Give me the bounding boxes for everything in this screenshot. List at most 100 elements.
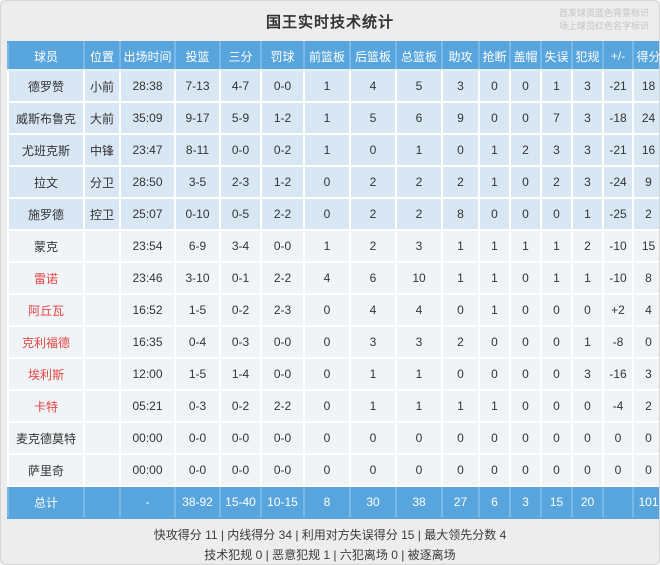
page-title: 国王实时技术统计 [265, 13, 394, 31]
stat-cell-drb: 4 [349, 293, 397, 327]
stat-cell-min: 23:46 [119, 261, 176, 295]
stat-cell-to: 1 [540, 261, 573, 295]
stat-cell-stl: 0 [478, 101, 511, 135]
stat-cell-stl: 1 [478, 293, 511, 327]
stat-cell-to: 1 [540, 229, 573, 263]
stat-cell-trb: 1 [395, 133, 443, 167]
column-header: 抢断 [478, 41, 511, 71]
stat-cell-ft: 0-0 [260, 229, 305, 263]
stat-cell-pos: 控卫 [83, 197, 121, 231]
total-cell-trb: 38 [395, 485, 443, 519]
player-name-cell: 卡特 [7, 389, 85, 423]
player-name-cell: 威斯布鲁克 [7, 101, 85, 135]
player-name-cell: 麦克德莫特 [7, 421, 85, 455]
stat-cell-pm: -21 [602, 133, 634, 167]
total-cell-to: 15 [540, 485, 573, 519]
column-header: 三分 [219, 41, 262, 71]
stat-cell-fg: 1-5 [174, 293, 221, 327]
stat-cell-tp: 0-5 [219, 197, 262, 231]
stat-cell-orb: 0 [303, 293, 351, 327]
player-name-cell: 埃利斯 [7, 357, 85, 391]
stat-cell-tp: 0-0 [219, 453, 262, 487]
stat-cell-ast: 1 [441, 261, 480, 295]
table-row: 威斯布鲁克 大前 35:09 9-17 5-9 1-2 1 5 6 9 0 0 7 3 -18 24 [7, 101, 659, 135]
stat-cell-blk: 0 [509, 293, 542, 327]
stat-cell-fg: 6-9 [174, 229, 221, 263]
total-cell-pts: 101 [632, 485, 659, 519]
column-header: 位置 [83, 41, 121, 71]
stat-cell-tp: 0-0 [219, 133, 262, 167]
stat-cell-pts: 0 [632, 325, 659, 359]
stat-cell-trb: 0 [395, 421, 443, 455]
table-row: 卡特 05:21 0-3 0-2 2-2 0 1 1 1 1 0 0 0 -4 2 [7, 389, 659, 423]
stat-cell-pm: 0 [602, 453, 634, 487]
stat-cell-pf: 0 [571, 421, 604, 455]
stat-cell-blk: 0 [509, 453, 542, 487]
total-cell-fg: 38-92 [174, 485, 221, 519]
column-header: 得分 [632, 41, 659, 71]
stat-cell-pos [83, 453, 121, 487]
stat-cell-drb: 6 [349, 261, 397, 295]
player-name-cell: 雷诺 [7, 261, 85, 295]
column-header: +/- [602, 41, 634, 71]
stat-cell-trb: 0 [395, 453, 443, 487]
stat-cell-ft: 0-0 [260, 421, 305, 455]
table-row: 埃利斯 12:00 1-5 1-4 0-0 0 1 1 0 0 0 0 3 -16 3 [7, 357, 659, 391]
stat-cell-fg: 9-17 [174, 101, 221, 135]
stat-cell-ft: 2-3 [260, 293, 305, 327]
stat-cell-ft: 0-0 [260, 325, 305, 359]
stat-cell-pts: 2 [632, 389, 659, 423]
table-row: 麦克德莫特 00:00 0-0 0-0 0-0 0 0 0 0 0 0 0 0 0 0 [7, 421, 659, 455]
stat-cell-pos [83, 389, 121, 423]
stat-cell-pts: 16 [632, 133, 659, 167]
stat-cell-to: 0 [540, 293, 573, 327]
stat-cell-trb: 1 [395, 357, 443, 391]
stat-cell-orb: 4 [303, 261, 351, 295]
total-cell-name: 总计 [7, 485, 85, 519]
stat-cell-stl: 0 [478, 421, 511, 455]
stat-cell-min: 12:00 [119, 357, 176, 391]
stat-cell-drb: 4 [349, 69, 397, 103]
stat-cell-orb: 0 [303, 453, 351, 487]
stat-cell-blk: 0 [509, 421, 542, 455]
table-row: 克利福德 16:35 0-4 0-3 0-0 0 3 3 2 0 0 0 1 -8 0 [7, 325, 659, 359]
column-header: 后篮板 [349, 41, 397, 71]
table-row: 尤班克斯 中锋 23:47 8-11 0-0 0-2 1 0 1 0 1 2 3 3 -21 16 [7, 133, 659, 167]
stat-cell-tp: 3-4 [219, 229, 262, 263]
stat-cell-blk: 0 [509, 165, 542, 199]
stat-cell-stl: 1 [478, 389, 511, 423]
stat-cell-tp: 4-7 [219, 69, 262, 103]
title-bar: 国王实时技术统计 首发球员蓝色背景标识 场上球员红色名字标识 [1, 1, 659, 41]
stat-cell-fg: 1-5 [174, 357, 221, 391]
stat-cell-ast: 2 [441, 325, 480, 359]
stat-cell-to: 7 [540, 101, 573, 135]
stat-cell-pf: 1 [571, 197, 604, 231]
table-row: 拉文 分卫 28:50 3-5 2-3 1-2 0 2 2 2 1 0 2 3 -24 9 [7, 165, 659, 199]
stat-cell-pf: 0 [571, 293, 604, 327]
column-header: 总篮板 [395, 41, 443, 71]
stat-cell-pos [83, 325, 121, 359]
stat-cell-ast: 8 [441, 197, 480, 231]
stat-cell-ft: 1-2 [260, 165, 305, 199]
stat-cell-ast: 0 [441, 293, 480, 327]
stat-cell-pts: 4 [632, 293, 659, 327]
stat-cell-to: 0 [540, 453, 573, 487]
stat-cell-blk: 2 [509, 133, 542, 167]
stat-cell-min: 16:35 [119, 325, 176, 359]
stat-cell-pts: 3 [632, 357, 659, 391]
stat-cell-pts: 2 [632, 197, 659, 231]
stat-cell-blk: 0 [509, 325, 542, 359]
stat-cell-pf: 3 [571, 357, 604, 391]
legend-note: 首发球员蓝色背景标识 场上球员红色名字标识 [559, 7, 649, 33]
stat-cell-tp: 0-2 [219, 389, 262, 423]
stat-cell-trb: 4 [395, 293, 443, 327]
stat-cell-orb: 0 [303, 357, 351, 391]
stat-cell-tp: 2-3 [219, 165, 262, 199]
stat-cell-ast: 9 [441, 101, 480, 135]
stat-cell-ft: 1-2 [260, 101, 305, 135]
stat-cell-pts: 18 [632, 69, 659, 103]
stat-cell-trb: 1 [395, 389, 443, 423]
column-header: 球员 [7, 41, 85, 71]
stat-cell-drb: 2 [349, 165, 397, 199]
stat-cell-pm: +2 [602, 293, 634, 327]
